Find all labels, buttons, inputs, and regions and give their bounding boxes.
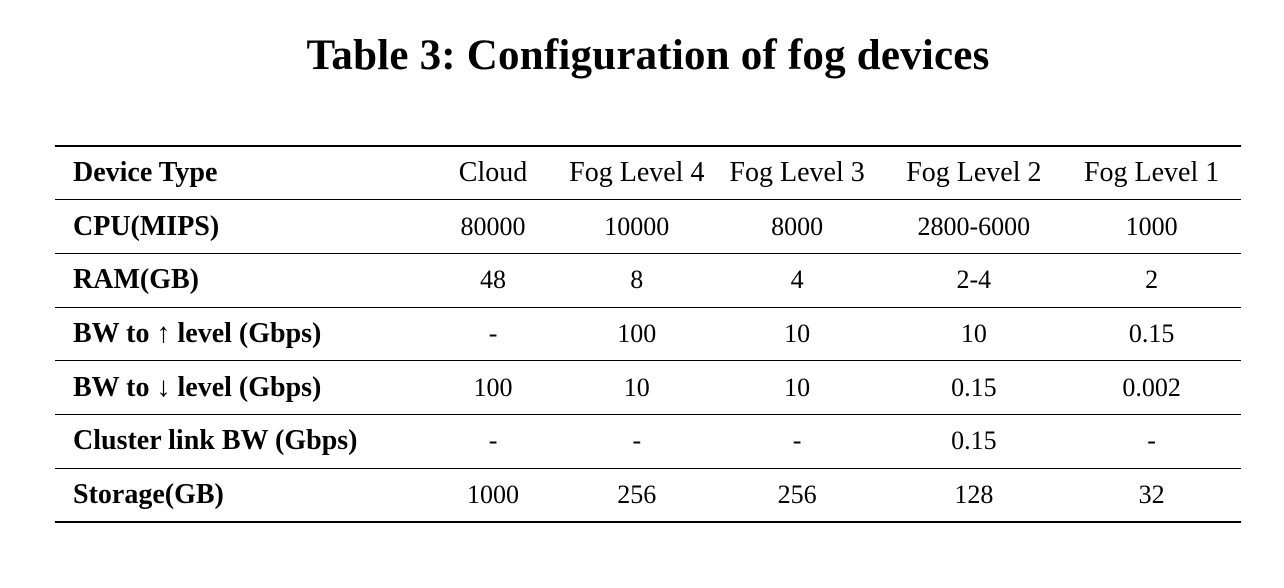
- table-cell: 48: [480, 265, 507, 295]
- table-header-row: Device Type Cloud Fog Level 4 Fog Level …: [55, 146, 1241, 200]
- table-cell: 10: [784, 372, 811, 402]
- table-cell: 256: [777, 479, 817, 509]
- table-cell: -: [792, 426, 802, 456]
- table-cell: 10000: [604, 211, 670, 241]
- table-cell: -: [632, 426, 642, 456]
- table-cell: 8: [630, 265, 644, 295]
- table-cell: 128: [954, 479, 994, 509]
- table-cell: 2: [1145, 265, 1159, 295]
- row-label: CPU(MIPS): [73, 210, 220, 242]
- table-cell: 32: [1138, 479, 1165, 509]
- table-cell: 1000: [1125, 211, 1178, 241]
- table-row-cpu: CPU(MIPS) 80000 10000 8000 2800-6000 100…: [55, 200, 1241, 254]
- table-row-bw-up: BW to ↑ level (Gbps) - 100 10 10 0.15: [55, 307, 1241, 361]
- header-device-type: Device Type: [73, 157, 218, 189]
- table-caption: Table 3: Configuration of fog devices: [306, 32, 990, 79]
- table-cell: -: [488, 426, 498, 456]
- row-label: BW to ↓ level (Gbps): [73, 371, 322, 403]
- table-cell: 10: [784, 318, 811, 348]
- table-cell: -: [488, 318, 498, 348]
- table-cell: 10: [623, 372, 650, 402]
- table-row-storage: Storage(GB) 1000 256 256 128 32: [55, 468, 1241, 522]
- table-cell: 4: [790, 265, 804, 295]
- header-cloud: Cloud: [458, 157, 528, 189]
- table-row-bw-down: BW to ↓ level (Gbps) 100 10 10 0.15 0.00…: [55, 361, 1241, 415]
- table-row-ram: RAM(GB) 48 8 4 2-4 2: [55, 253, 1241, 308]
- table-cell: 1000: [467, 479, 520, 509]
- row-label: Cluster link BW (Gbps): [73, 425, 358, 457]
- table-cell: 0.002: [1122, 372, 1181, 402]
- table-cell: 10: [960, 318, 987, 348]
- table-cell: 2800-6000: [917, 211, 1031, 241]
- header-fog-level-4: Fog Level 4: [569, 157, 705, 189]
- table-cell: 8000: [771, 211, 824, 241]
- header-fog-level-3: Fog Level 3: [729, 157, 865, 189]
- table-row-cluster-link: Cluster link BW (Gbps) - - - 0.15 -: [55, 414, 1241, 469]
- header-fog-level-1: Fog Level 1: [1083, 157, 1220, 189]
- table-cell: 0.15: [1128, 318, 1175, 348]
- table-cell: 100: [617, 318, 657, 348]
- table-cell: 0.15: [951, 426, 997, 456]
- row-label: BW to ↑ level (Gbps): [73, 317, 322, 349]
- table-cell: 100: [473, 372, 513, 402]
- table-cell: 0.15: [951, 372, 997, 402]
- table-cell: 80000: [460, 211, 526, 241]
- table-cell: -: [1147, 426, 1156, 456]
- table-cell: 256: [617, 479, 657, 509]
- row-label: RAM(GB): [73, 264, 199, 296]
- fog-device-configuration-table: Device Type Cloud Fog Level 4 Fog Level …: [55, 145, 1241, 523]
- header-fog-level-2: Fog Level 2: [906, 157, 1042, 189]
- row-label: Storage(GB): [73, 478, 224, 510]
- table-cell: 2-4: [956, 265, 992, 295]
